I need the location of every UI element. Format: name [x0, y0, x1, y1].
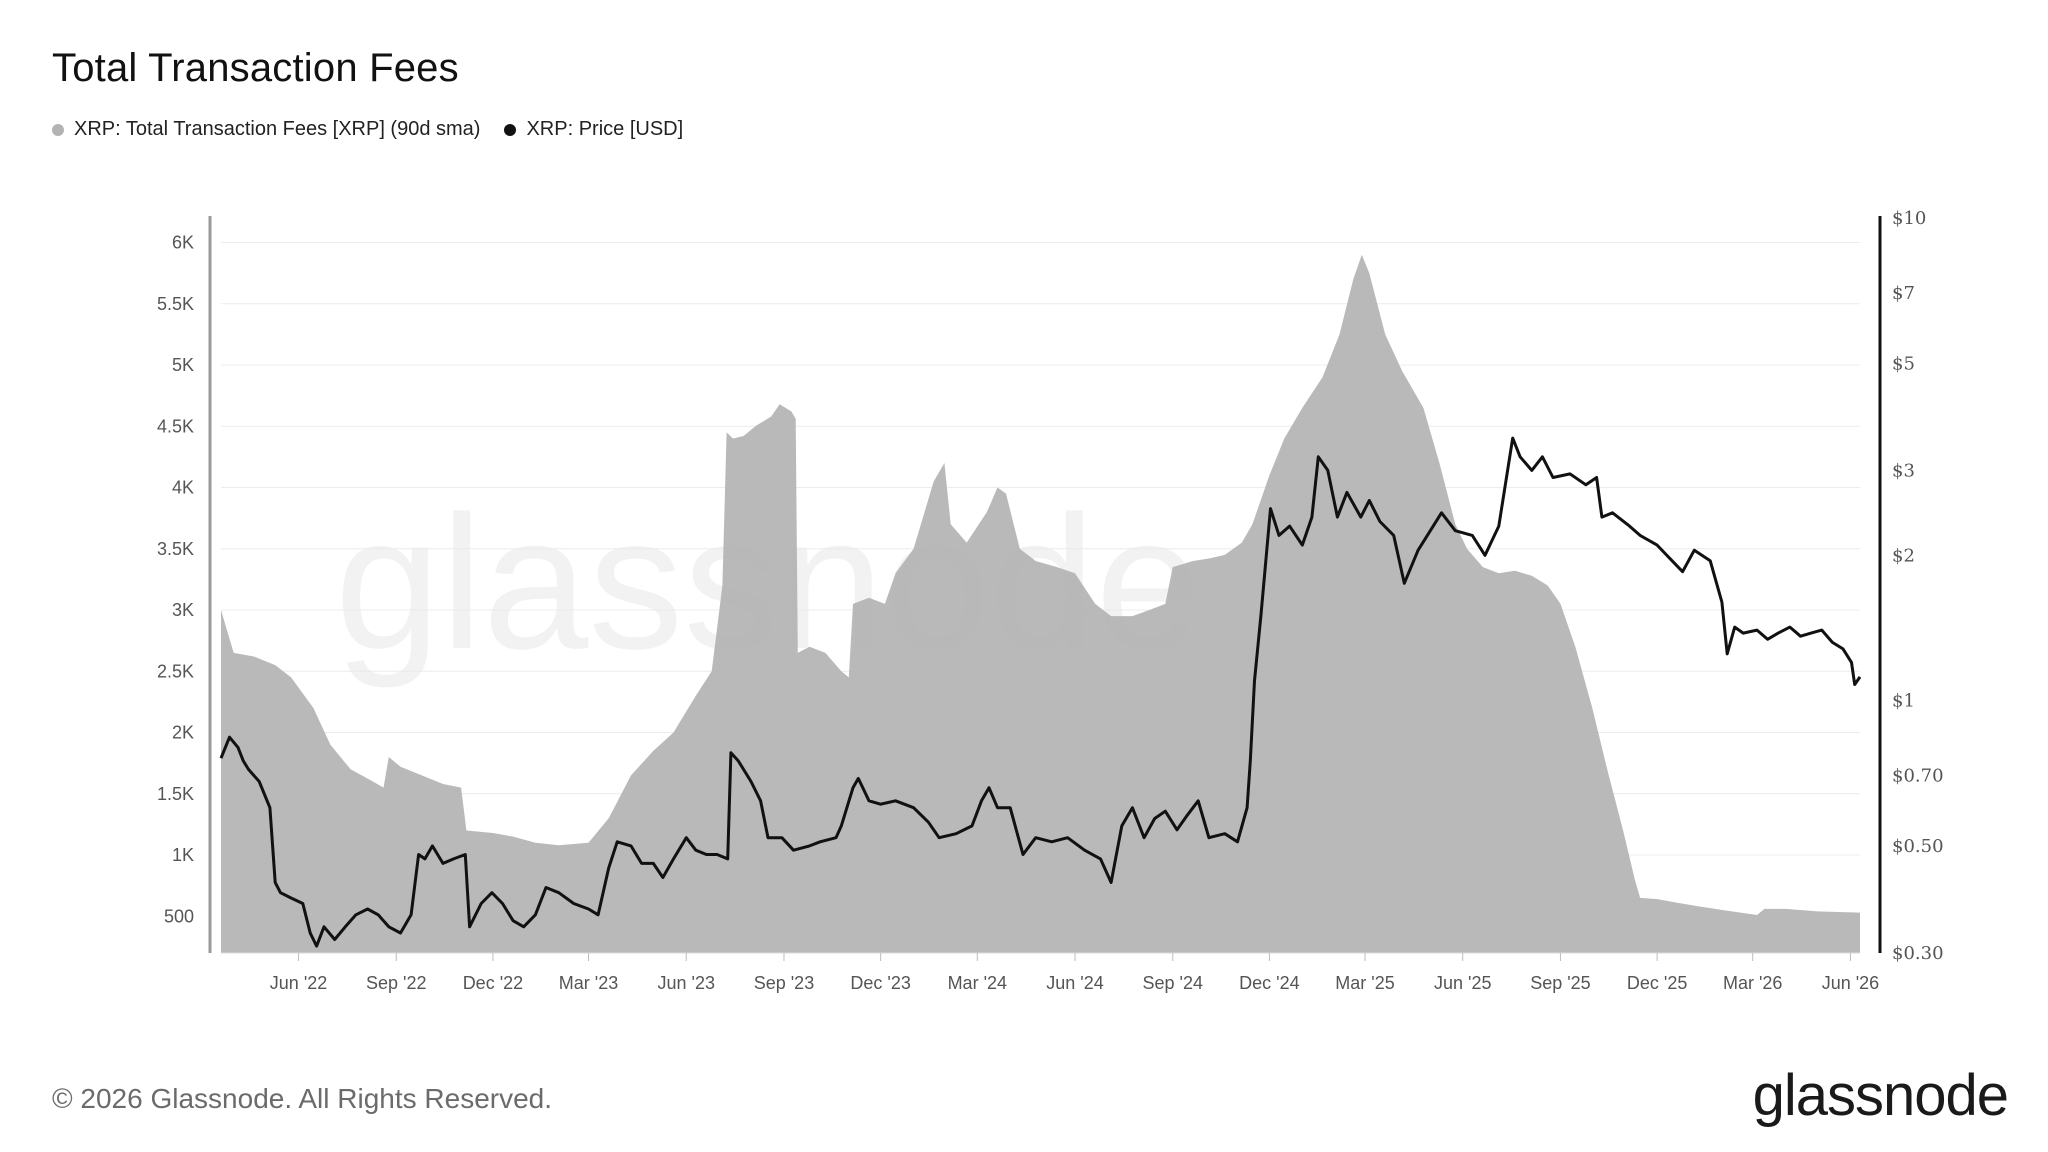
legend-item-price[interactable]: XRP: Price [USD] [504, 118, 683, 141]
y-left-tick-label: 5.5K [157, 294, 194, 314]
x-tick-label: Jun '23 [658, 973, 715, 993]
fees-area-layer [221, 254, 1860, 954]
legend-label-price: XRP: Price [USD] [526, 118, 684, 140]
y-left-tick-label: 5K [172, 355, 194, 375]
legend-swatch-fees [52, 123, 64, 136]
x-tick-label: Jun '24 [1046, 973, 1103, 993]
legend-item-fees[interactable]: XRP: Total Transaction Fees [XRP] (90d s… [52, 118, 480, 141]
glassnode-logo: glassnode [1752, 1063, 2009, 1128]
y-right-tick-label: $0.30 [1892, 943, 1944, 964]
y-left-tick-label: 2K [172, 723, 194, 743]
x-tick-label: Jun '22 [270, 973, 327, 993]
x-tick-label: Sep '24 [1142, 973, 1203, 993]
y-right-tick-label: $5 [1892, 353, 1915, 374]
chart-legend: XRP: Total Transaction Fees [XRP] (90d s… [52, 118, 707, 141]
y-left-tick-label: 3.5K [157, 539, 194, 559]
y-axis-left-ticks: 6K 5.5K 5K 4.5K 4K 3.5K 3K 2.5K 2K 1.5K 1K 500 [157, 233, 194, 927]
y-left-tick-label: 6K [172, 233, 194, 253]
x-tick-label: Mar '23 [559, 973, 618, 993]
y-left-tick-label: 2.5K [157, 661, 194, 681]
y-right-tick-label: $10 [1892, 208, 1926, 229]
legend-swatch-price [504, 123, 517, 136]
y-left-tick-label: 500 [164, 906, 194, 926]
y-right-tick-label: $2 [1892, 545, 1915, 566]
y-right-tick-label: $1 [1892, 691, 1915, 712]
y-left-tick-label: 1K [172, 845, 194, 865]
price-line [219, 436, 1862, 948]
x-tick-label: Dec '22 [463, 973, 523, 993]
x-tick-label: Dec '25 [1627, 973, 1687, 993]
copyright-footer: © 2026 Glassnode. All Rights Reserved. [52, 1083, 553, 1114]
x-tick-label: Dec '24 [1239, 973, 1299, 993]
y-right-tick-label: $0.50 [1892, 836, 1944, 857]
x-tick-label: Mar '25 [1335, 973, 1394, 993]
fees-area [221, 254, 1860, 954]
y-left-tick-label: 4.5K [157, 416, 194, 436]
chart-title: Total Transaction Fees [52, 46, 459, 90]
y-left-tick-label: 4K [172, 478, 194, 498]
axes [208, 216, 1882, 954]
y-right-tick-label: $7 [1892, 283, 1915, 304]
x-tick-label: Jun '26 [1822, 973, 1879, 993]
y-right-tick-label: $0.70 [1892, 765, 1944, 786]
x-tick-label: Mar '24 [948, 973, 1007, 993]
legend-label-fees: XRP: Total Transaction Fees [XRP] (90d s… [74, 118, 481, 140]
x-tick-label: Sep '23 [754, 973, 815, 993]
x-axis-ticks: Jun '22 Sep '22 Dec '22 Mar '23 Jun '23 Sep '… [270, 953, 1879, 993]
y-left-tick-label: 3K [172, 600, 194, 620]
y-left-tick-label: 1.5K [157, 784, 194, 804]
x-tick-label: Jun '25 [1434, 973, 1491, 993]
x-tick-label: Mar '26 [1723, 973, 1782, 993]
y-axis-right-ticks: $10 $7 $5 $3 $2 $1 $0.70 $0.50 $0.30 [1892, 208, 1944, 964]
x-tick-label: Sep '22 [366, 973, 427, 993]
x-tick-label: Dec '23 [850, 973, 910, 993]
y-right-tick-label: $3 [1892, 460, 1915, 481]
price-line-layer [219, 436, 1862, 948]
x-tick-label: Sep '25 [1530, 973, 1591, 993]
